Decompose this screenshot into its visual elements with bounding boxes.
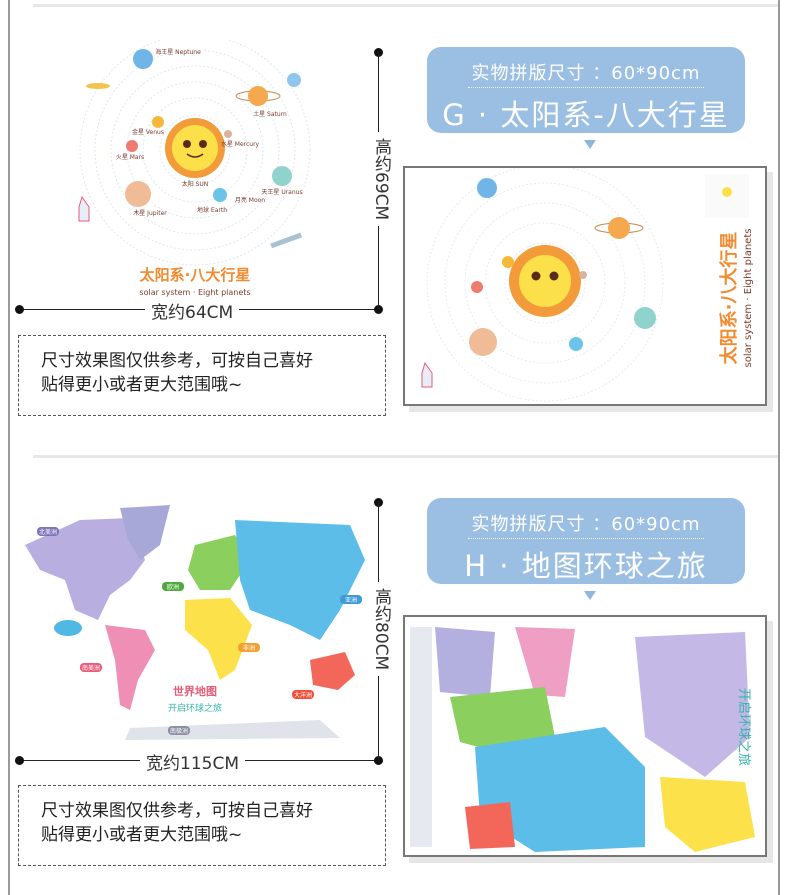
size-note: 尺寸效果图仅供参考，可按自己喜好 贴得更小或者更大范围哦~	[18, 785, 386, 866]
height-label: 高约80CM	[369, 582, 394, 677]
page-border-right	[778, 0, 780, 895]
product-label-h: 实物拼版尺寸 ：60*90cm H · 地图环球之旅	[427, 498, 745, 584]
mars-icon	[126, 140, 138, 152]
size-label: 实物拼版尺寸 ：60*90cm	[467, 510, 705, 539]
antarctica	[125, 720, 340, 740]
greenland	[120, 505, 170, 560]
dimension-dot	[15, 305, 24, 314]
artwork-title: 太阳系·八大行星	[140, 266, 251, 284]
down-arrow-icon	[584, 140, 596, 149]
uranus-icon	[272, 166, 292, 186]
note-line-2: 贴得更小或者更大范围哦~	[41, 375, 243, 395]
artwork-subtitle: solar system · Eight planets	[139, 288, 250, 297]
sheet-artwork: 开启环球之旅	[410, 627, 755, 852]
map-subtitle: 开启环球之旅	[168, 702, 222, 714]
south-america	[105, 625, 155, 710]
solar-system-artwork: 海王星 Neptune 土星 Saturn 金星 Venus 水星 Mercur…	[78, 40, 311, 297]
product-name: G · 太阳系-八大行星	[442, 98, 730, 132]
sun-icon	[165, 118, 225, 178]
sheet-subtitle: solar system · Eight planets	[743, 229, 754, 368]
planet-label-moon: 月亮 Moon	[235, 196, 265, 204]
down-arrow-icon	[584, 591, 596, 600]
world-map-artwork: 世界地图 开启环球之旅 北美洲 欧洲 亚洲 非洲 南美洲 大洋洲 南极洲	[25, 505, 365, 740]
divider-middle	[33, 455, 778, 458]
planet-label-uranus: 天王星 Uranus	[261, 189, 302, 196]
planet-label-mars: 火星 Mars	[116, 154, 144, 161]
planet-label-sun: 太阳 SUN	[182, 180, 209, 188]
divider-top	[33, 4, 778, 7]
size-note: 尺寸效果图仅供参考，可按自己喜好 贴得更小或者更大范围哦~	[18, 335, 386, 416]
neptune-icon	[133, 49, 153, 69]
continent-label: 欧洲	[167, 583, 179, 591]
dimension-dot	[15, 756, 24, 765]
continent-label: 南极洲	[170, 727, 188, 735]
note-line-2: 贴得更小或者更大范围哦~	[41, 825, 243, 845]
australia	[310, 652, 355, 690]
width-label: 宽约64CM	[145, 298, 240, 323]
rocket-icon	[78, 195, 90, 222]
dimension-dot	[374, 305, 383, 314]
ufo-icon	[86, 83, 110, 89]
preview-sheet-h: 开启环球之旅	[403, 615, 767, 857]
page-border-left	[8, 0, 10, 895]
product-label-g: 实物拼版尺寸 ：60*90cm G · 太阳系-八大行星	[427, 47, 745, 133]
map-title: 世界地图	[173, 684, 217, 698]
astronaut-icon	[287, 73, 301, 87]
north-america	[25, 518, 145, 620]
planet-label-earth: 地球 Earth	[197, 206, 227, 214]
venus-icon	[152, 116, 164, 128]
height-label: 高约69CM	[369, 132, 394, 227]
planet-label-neptune: 海王星 Neptune	[155, 48, 201, 56]
preview-sheet-g: 太阳系·八大行星 solar system · Eight planets	[403, 166, 767, 406]
planet-label-venus: 金星 Venus	[132, 128, 164, 136]
note-line-1: 尺寸效果图仅供参考，可按自己喜好	[41, 801, 313, 821]
size-label: 实物拼版尺寸 ：60*90cm	[467, 59, 705, 88]
africa	[185, 598, 252, 680]
asia	[235, 520, 365, 640]
mercury-icon	[224, 130, 232, 138]
dimension-dot	[374, 756, 383, 765]
planet-label-mercury: 水星 Mercury	[221, 140, 260, 148]
sheet-title: 太阳系·八大行星	[718, 232, 740, 365]
continent-label: 大洋洲	[294, 691, 312, 699]
whale-icon	[54, 620, 82, 636]
satellite-icon	[270, 232, 303, 249]
jupiter-icon	[125, 181, 151, 207]
note-line-1: 尺寸效果图仅供参考，可按自己喜好	[41, 351, 313, 371]
continent-label: 亚洲	[345, 597, 357, 604]
continent-label: 南美洲	[82, 664, 100, 672]
europe	[188, 535, 250, 590]
planet-label-saturn: 土星 Saturn	[253, 110, 287, 118]
continent-label: 非洲	[243, 644, 255, 652]
width-label: 宽约115CM	[140, 749, 245, 774]
planet-label-jupiter: 木星 Jupiter	[133, 209, 167, 217]
sheet-subtitle: 开启环球之旅	[736, 688, 751, 766]
product-name: H · 地图环球之旅	[464, 549, 708, 583]
continent-label: 北美洲	[39, 528, 57, 536]
sheet-artwork: 太阳系·八大行星 solar system · Eight planets	[421, 168, 754, 402]
earth-icon	[213, 188, 227, 202]
